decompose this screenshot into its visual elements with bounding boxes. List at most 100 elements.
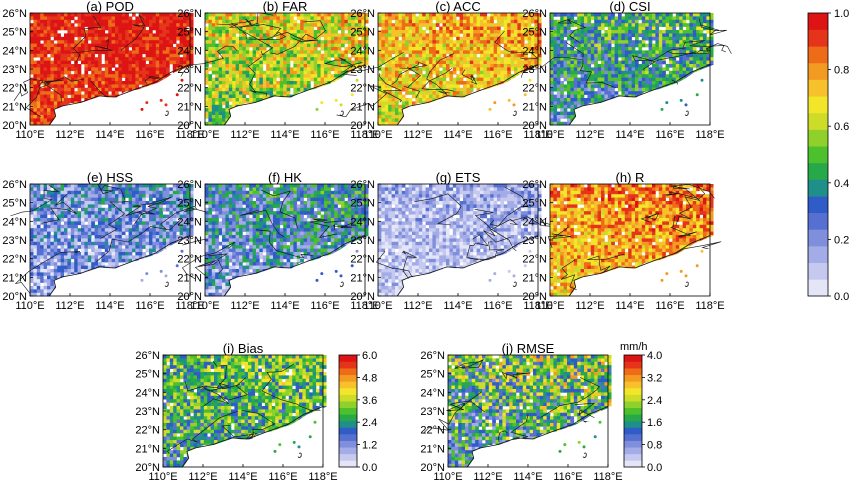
- lon-label: 114°E: [513, 471, 542, 482]
- island-point: [355, 78, 359, 82]
- island-point: [350, 93, 354, 97]
- island-point: [507, 269, 511, 273]
- island-point: [679, 98, 683, 102]
- lat-label: 24°N: [2, 216, 27, 228]
- colorbar-tick-label: 4.0: [647, 350, 662, 362]
- island-point: [308, 435, 312, 439]
- colorbar-bias: 0.0 1.2 2.4 3.6 4.8 6.0: [338, 350, 377, 474]
- colorbar-swatch: [624, 420, 642, 428]
- lat-label: 22°N: [2, 83, 27, 95]
- lat-label: 26°N: [350, 8, 375, 20]
- lat-label: 23°N: [2, 64, 27, 76]
- island-point: [140, 107, 144, 111]
- coastline: [396, 235, 539, 297]
- island-point: [320, 272, 324, 276]
- lat-label: 24°N: [350, 216, 375, 228]
- lon-label: 116°E: [268, 471, 297, 482]
- colorbar-swatch: [808, 79, 828, 97]
- boundary-lines: [160, 189, 353, 296]
- map-panels: (a) POD 20°N 21°N 22°N 23°N 24°N 25°N 26°N 110°E…: [2, 0, 741, 482]
- colorbar-tick-label: 3.2: [647, 372, 662, 384]
- island-point: [598, 420, 602, 424]
- colorbar-swatch: [808, 262, 828, 280]
- lon-label: 114°E: [615, 300, 644, 312]
- colorbar-swatch: [808, 179, 828, 197]
- colorbar-tick-label: 6.0: [362, 350, 377, 362]
- lon-label: 110°E: [15, 300, 44, 312]
- lat-label: 21°N: [522, 101, 547, 113]
- coastline: [568, 64, 711, 126]
- colorbar-swatch: [339, 414, 357, 422]
- island-point: [180, 78, 184, 82]
- island-point: [660, 107, 664, 111]
- colorbar-swatch: [808, 13, 828, 30]
- colorbar-tick-label: 0.0: [647, 462, 662, 474]
- lat-label: 20°N: [2, 291, 27, 303]
- island-point: [180, 249, 184, 253]
- colorbar-unit: mm/h: [620, 341, 648, 353]
- lat-label: 26°N: [2, 179, 27, 191]
- lon-label: 112°E: [575, 129, 604, 141]
- lon-label: 118°E: [523, 129, 552, 141]
- island-point: [558, 449, 562, 453]
- island-point: [292, 440, 296, 444]
- island-point: [523, 264, 527, 268]
- island-point: [593, 435, 597, 439]
- lat-label: 25°N: [522, 27, 547, 39]
- colorbar-tick-label: 4.8: [362, 372, 377, 384]
- lat-label: 21°N: [522, 272, 547, 284]
- coastline: [568, 235, 711, 297]
- lat-label: 24°N: [177, 216, 202, 228]
- lon-label: 110°E: [190, 129, 219, 141]
- lat-label: 23°N: [177, 235, 202, 247]
- island-point: [700, 249, 704, 253]
- colorbar-swatch: [624, 434, 642, 441]
- lat-label: 21°N: [2, 101, 27, 113]
- lat-label: 25°N: [177, 27, 202, 39]
- colorbar-tick-label: 2.4: [647, 395, 662, 407]
- colorbar-swatch: [808, 162, 828, 180]
- lon-label: 112°E: [55, 129, 84, 141]
- colorbar-swatch: [339, 368, 357, 376]
- colorbar-swatch: [808, 29, 828, 47]
- lat-label: 22°N: [350, 83, 375, 95]
- colorbar-swatch: [339, 434, 357, 441]
- lat-label: 25°N: [350, 27, 375, 39]
- island-point: [493, 101, 497, 105]
- lon-label: 112°E: [575, 300, 604, 312]
- colorbar-swatch: [624, 460, 642, 468]
- colorbar-tick-label: 2.4: [362, 417, 377, 429]
- island-point: [488, 107, 492, 111]
- lat-label: 23°N: [350, 64, 375, 76]
- colorbar-tick-label: 0.0: [834, 291, 849, 303]
- colorbar-main: 0.0 0.2 0.4 0.6 0.8 1.0: [807, 8, 849, 303]
- island-point: [315, 107, 319, 111]
- lon-label: 116°E: [483, 129, 512, 141]
- colorbar-tick-label: 1.6: [647, 417, 662, 429]
- colorbar-swatch: [808, 46, 828, 64]
- island-point: [660, 278, 664, 282]
- island-point: [563, 443, 567, 447]
- colorbar-swatch: [624, 387, 642, 395]
- lat-label: 26°N: [135, 350, 160, 362]
- lat-label: 24°N: [177, 45, 202, 57]
- lat-label: 20°N: [522, 120, 547, 132]
- lat-label: 22°N: [522, 254, 547, 266]
- lat-label: 22°N: [135, 425, 160, 437]
- lat-label: 20°N: [522, 291, 547, 303]
- lat-label: 24°N: [522, 216, 547, 228]
- lon-label: 112°E: [403, 300, 432, 312]
- lat-label: 24°N: [135, 387, 160, 399]
- colorbars: 0.00.20.40.60.81.00.01.22.43.64.86.00.00…: [338, 8, 849, 474]
- panel-title: (b) FAR: [263, 0, 308, 14]
- island-point: [665, 272, 669, 276]
- lon-label: 114°E: [228, 471, 257, 482]
- coastline: [223, 64, 366, 126]
- lon-label: 116°E: [553, 471, 582, 482]
- lat-label: 24°N: [350, 45, 375, 57]
- lon-label: 116°E: [483, 300, 512, 312]
- colorbar-swatch: [339, 394, 357, 402]
- colorbar-tick-label: 0.8: [647, 440, 662, 452]
